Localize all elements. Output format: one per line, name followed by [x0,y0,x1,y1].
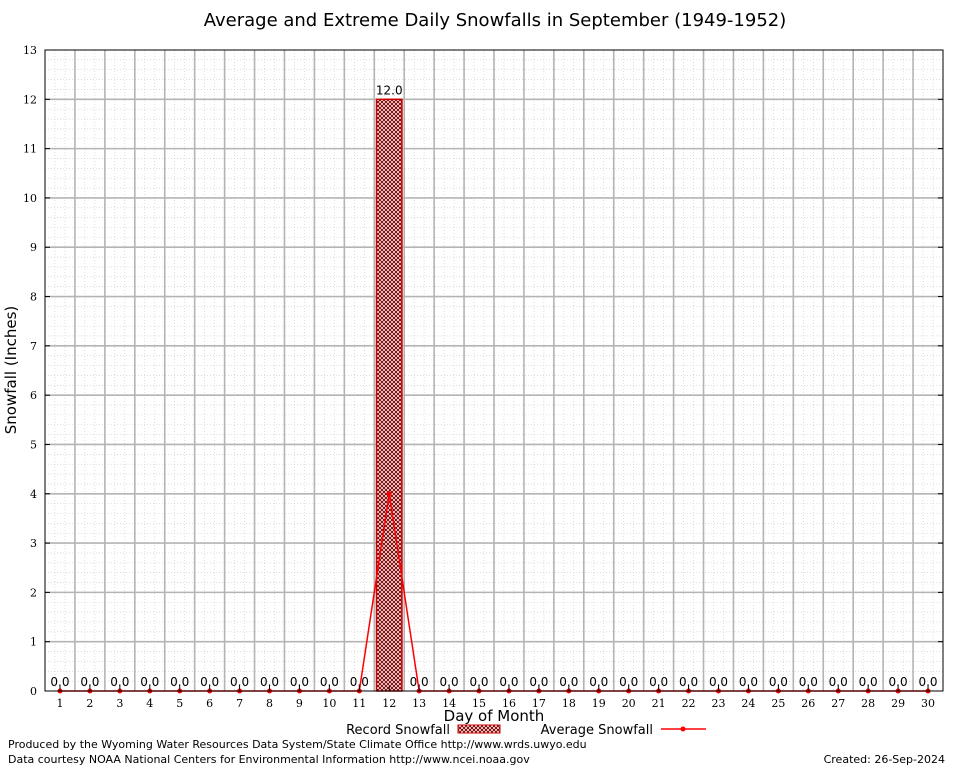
x-tick-label: 8 [266,697,273,710]
x-tick-label: 4 [146,697,153,710]
y-tick-label: 0 [30,685,37,698]
bar-data-label: 0.0 [649,675,668,689]
x-tick-label: 10 [322,697,336,710]
x-tick-label: 3 [116,697,123,710]
x-tick-label: 22 [682,697,696,710]
x-tick-label: 2 [86,697,93,710]
footer-produced-by: Produced by the Wyoming Water Resources … [8,738,587,751]
x-axis-label: Day of Month [444,707,545,725]
y-tick-label: 6 [30,389,37,402]
x-tick-label: 5 [176,697,183,710]
bar-data-label: 12.0 [376,83,403,97]
bar-data-label: 0.0 [469,675,488,689]
legend-record-swatch [457,724,501,734]
x-tick-label: 12 [382,697,396,710]
minor-grid [45,50,943,691]
y-tick-label: 8 [30,291,37,304]
bar-data-label: 0.0 [619,675,638,689]
x-tick-label: 6 [206,697,213,710]
bar-data-label: 0.0 [350,675,369,689]
bar-data-label: 0.0 [889,675,908,689]
x-tick-label: 17 [532,697,546,710]
bar-data-label: 0.0 [230,675,249,689]
legend: Record Snowfall Average Snowfall [346,723,706,738]
bar-data-label: 0.0 [110,675,129,689]
y-tick-label: 9 [30,241,37,254]
y-tick-label: 13 [23,44,37,57]
bar-data-label: 0.0 [739,675,758,689]
footer-data-courtesy: Data courtesy NOAA National Centers for … [8,753,530,766]
y-tick-label: 10 [23,192,37,205]
bars [375,98,403,692]
bar-data-label: 0.0 [709,675,728,689]
y-tick-label: 12 [23,93,37,106]
record-bar [375,98,403,692]
legend-average-label: Average Snowfall [541,723,653,738]
x-tick-label: 25 [771,697,785,710]
chart-title: Average and Extreme Daily Snowfalls in S… [204,10,787,31]
bar-data-label: 0.0 [80,675,99,689]
x-tick-label: 15 [472,697,486,710]
y-tick-label: 1 [30,636,37,649]
x-tick-label: 7 [236,697,243,710]
x-tick-label: 11 [352,697,366,710]
x-tick-label: 30 [921,697,935,710]
bar-data-label: 0.0 [320,675,339,689]
bar-data-label: 0.0 [529,675,548,689]
x-tick-label: 9 [296,697,303,710]
bar-data-label: 0.0 [50,675,69,689]
bar-data-label: 0.0 [499,675,518,689]
x-tick-label: 1 [56,697,63,710]
bar-data-label: 0.0 [918,675,937,689]
y-tick-label: 11 [23,143,37,156]
legend-record-label: Record Snowfall [346,723,450,738]
bar-data-label: 0.0 [260,675,279,689]
bar-data-label: 0.0 [410,675,429,689]
bar-data-label: 0.0 [200,675,219,689]
y-tick-label: 4 [30,488,37,501]
bar-data-label: 0.0 [859,675,878,689]
major-grid [45,50,943,691]
x-tick-label: 24 [741,697,755,710]
x-tick-label: 21 [652,697,666,710]
y-tick-label: 5 [30,438,37,451]
x-tick-label: 23 [712,697,726,710]
x-tick-label: 29 [891,697,905,710]
x-tick-label: 19 [592,697,606,710]
bar-data-label: 0.0 [440,675,459,689]
x-axis-ticks: 1 2 3 4 5 6 7 8 9 10 11 12 13 14 15 16 17 18 19 20 21 22 23 24 2… [56,686,935,710]
x-tick-label: 18 [562,697,576,710]
average-point [386,491,392,497]
y-tick-label: 7 [30,340,37,353]
bar-labels: 0.0 0.0 0.0 0.0 0.0 0.0 0.0 0.0 0.0 0.0 0.0 12.0 0.0… [50,83,937,689]
footer-created-date: Created: 26-Sep-2024 [824,753,945,766]
x-tick-label: 28 [861,697,875,710]
x-tick-label: 16 [502,697,516,710]
y-axis-label: Snowfall (Inches) [2,306,20,434]
bar-data-label: 0.0 [829,675,848,689]
y-tick-label: 2 [30,586,37,599]
y-tick-label: 3 [30,537,37,550]
bar-data-label: 0.0 [559,675,578,689]
bar-data-label: 0.0 [140,675,159,689]
x-tick-label: 14 [442,697,456,710]
bar-data-label: 0.0 [290,675,309,689]
plot-frame [44,49,944,692]
x-tick-label: 20 [622,697,636,710]
bar-data-label: 0.0 [589,675,608,689]
bar-data-label: 0.0 [799,675,818,689]
bar-data-label: 0.0 [170,675,189,689]
bar-data-label: 0.0 [679,675,698,689]
x-tick-label: 26 [801,697,815,710]
x-tick-label: 27 [831,697,845,710]
x-tick-label: 13 [412,697,426,710]
legend-average-marker [680,726,686,732]
bar-data-label: 0.0 [769,675,788,689]
